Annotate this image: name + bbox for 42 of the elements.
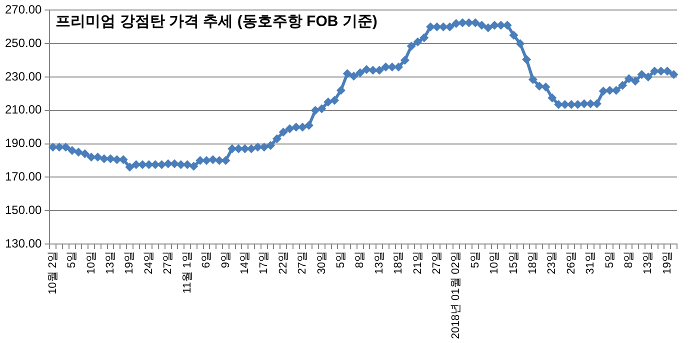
x-tick-label: 5일 bbox=[469, 250, 482, 268]
y-tick-label: 210.00 bbox=[5, 102, 42, 117]
x-tick-label: 13일 bbox=[104, 250, 117, 274]
x-tick-label: 17일 bbox=[258, 250, 270, 274]
x-tick-label: 24일 bbox=[142, 250, 155, 274]
x-tick-label: 8일 bbox=[354, 250, 366, 268]
x-tick-label: 27일 bbox=[162, 250, 174, 274]
x-tick-label: 22일 bbox=[277, 250, 290, 274]
y-tick-label: 170.00 bbox=[5, 169, 42, 184]
x-tick-label: 10일 bbox=[85, 250, 98, 274]
x-tick-label: 23일 bbox=[546, 250, 558, 274]
y-tick-label: 230.00 bbox=[5, 69, 42, 84]
y-tick-label: 270.00 bbox=[5, 2, 42, 17]
y-tick-label: 150.00 bbox=[5, 202, 42, 217]
y-tick-label: 130.00 bbox=[5, 236, 42, 250]
x-tick-label: 18일 bbox=[526, 250, 539, 274]
x-tick-label: 2018년 01월 02일 bbox=[450, 250, 462, 340]
x-tick-label: 11월 1일 bbox=[181, 250, 194, 294]
x-tick-label: 5일 bbox=[66, 250, 78, 268]
x-tick-label: 27일 bbox=[430, 250, 443, 274]
x-tick-label: 21일 bbox=[412, 250, 424, 274]
x-tick-label: 5일 bbox=[604, 250, 616, 268]
x-tick-label: 10월 2일 bbox=[46, 250, 59, 294]
x-tick-label: 10일 bbox=[488, 250, 501, 274]
x-tick-label: 9일 bbox=[220, 250, 232, 268]
y-tick-label: 190.00 bbox=[5, 136, 42, 150]
x-tick-label: 19일 bbox=[124, 250, 136, 274]
x-tick-label: 13일 bbox=[373, 250, 386, 274]
x-tick-label: 6일 bbox=[200, 250, 213, 268]
chart-title: 프리미엄 강점탄 가격 추세 (동호주항 FOB 기준) bbox=[56, 12, 378, 30]
x-tick-label: 15일 bbox=[508, 250, 520, 274]
x-tick-label: 18일 bbox=[392, 250, 405, 274]
y-tick-label: 250.00 bbox=[5, 36, 42, 50]
x-tick-label: 30일 bbox=[316, 250, 328, 274]
x-tick-label: 27일 bbox=[296, 250, 309, 274]
x-tick-label: 19일 bbox=[661, 250, 674, 274]
x-tick-label: 14일 bbox=[238, 250, 251, 274]
x-tick-label: 8일 bbox=[622, 250, 635, 268]
x-tick-label: 5일 bbox=[334, 250, 347, 268]
x-tick-label: 13일 bbox=[642, 250, 654, 274]
x-tick-label: 31일 bbox=[584, 250, 597, 274]
x-tick-label: 26일 bbox=[565, 250, 578, 274]
